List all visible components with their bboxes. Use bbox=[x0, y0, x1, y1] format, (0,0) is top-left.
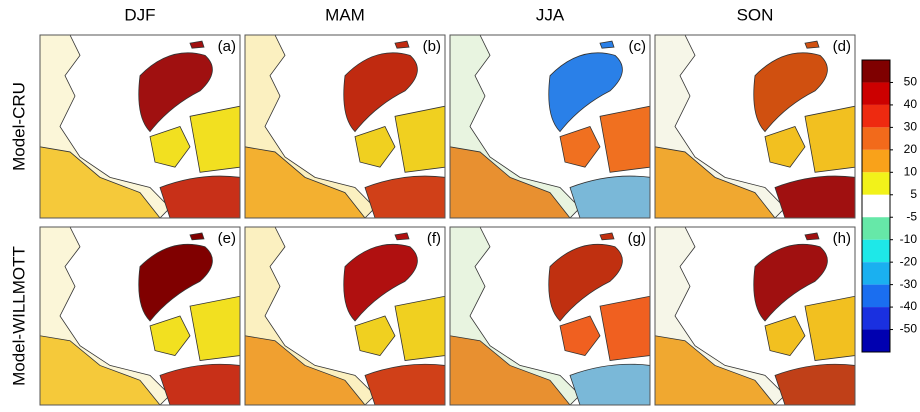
panel-label: (g) bbox=[628, 230, 646, 247]
colorbar-tick-label: 20 bbox=[904, 142, 918, 156]
column-header: JJA bbox=[536, 5, 565, 24]
color-box bbox=[862, 149, 890, 173]
panel-frame bbox=[654, 226, 856, 406]
color-box bbox=[862, 217, 890, 240]
color-box bbox=[862, 127, 890, 150]
row-label: Model-CRU bbox=[9, 82, 28, 171]
map-panel bbox=[655, 35, 855, 218]
panel-label: (h) bbox=[833, 230, 851, 247]
panel-frame bbox=[244, 226, 446, 406]
colorbar-tick-label: -30 bbox=[900, 277, 918, 291]
panel-label: (c) bbox=[629, 38, 647, 55]
color-box bbox=[862, 329, 890, 352]
colorbar-tick-label: 30 bbox=[904, 120, 918, 134]
color-box bbox=[862, 262, 890, 285]
panel-frame bbox=[449, 226, 651, 406]
colorbar-frame bbox=[861, 59, 891, 353]
color-box bbox=[862, 60, 890, 83]
colorbar-tick-label: 50 bbox=[904, 75, 918, 89]
color-box bbox=[862, 284, 890, 308]
color-box bbox=[862, 172, 890, 195]
color-box bbox=[862, 104, 890, 128]
map-panel bbox=[655, 227, 855, 405]
colorbar-tick-label: 10 bbox=[904, 164, 918, 178]
panel-label: (d) bbox=[833, 38, 851, 55]
column-header: DJF bbox=[124, 5, 155, 24]
panel-frame bbox=[654, 34, 856, 219]
map-panel bbox=[245, 35, 445, 218]
map-panel bbox=[450, 227, 650, 405]
column-header: MAM bbox=[325, 5, 365, 24]
map-panel bbox=[450, 35, 650, 218]
panel-frame bbox=[39, 34, 241, 219]
panel-frame bbox=[449, 34, 651, 219]
color-box bbox=[862, 82, 890, 105]
colorbar-tick-label: -40 bbox=[900, 299, 918, 313]
row-label: Model-WILLMOTT bbox=[9, 246, 28, 386]
map-panel bbox=[245, 227, 445, 405]
column-header: SON bbox=[737, 5, 774, 24]
panel-label: (f) bbox=[427, 230, 441, 247]
panel-label: (b) bbox=[423, 38, 441, 55]
panel-label: (a) bbox=[218, 38, 236, 55]
panel-frame bbox=[39, 226, 241, 406]
color-box bbox=[862, 239, 890, 263]
color-box bbox=[862, 307, 890, 330]
colorbar-tick-label: 40 bbox=[904, 97, 918, 111]
colorbar-tick-label: -5 bbox=[906, 209, 917, 223]
panel-label: (e) bbox=[218, 230, 236, 247]
colorbar: 50 40 30 20 10 5 -5 -10 -20 -30 -40 -50 bbox=[861, 59, 918, 353]
colorbar-tick-label: -10 bbox=[900, 232, 918, 246]
color-box bbox=[862, 194, 890, 218]
map-panel bbox=[40, 35, 240, 218]
colorbar-tick-label: -50 bbox=[900, 322, 918, 336]
colorbar-tick-label: 5 bbox=[910, 187, 917, 201]
map-panel bbox=[40, 227, 240, 405]
panel-frame bbox=[244, 34, 446, 219]
colorbar-tick-label: -20 bbox=[900, 254, 918, 268]
map-panels: (a) (b) (c) (d) (e) (f) (g) (h) bbox=[39, 34, 856, 406]
